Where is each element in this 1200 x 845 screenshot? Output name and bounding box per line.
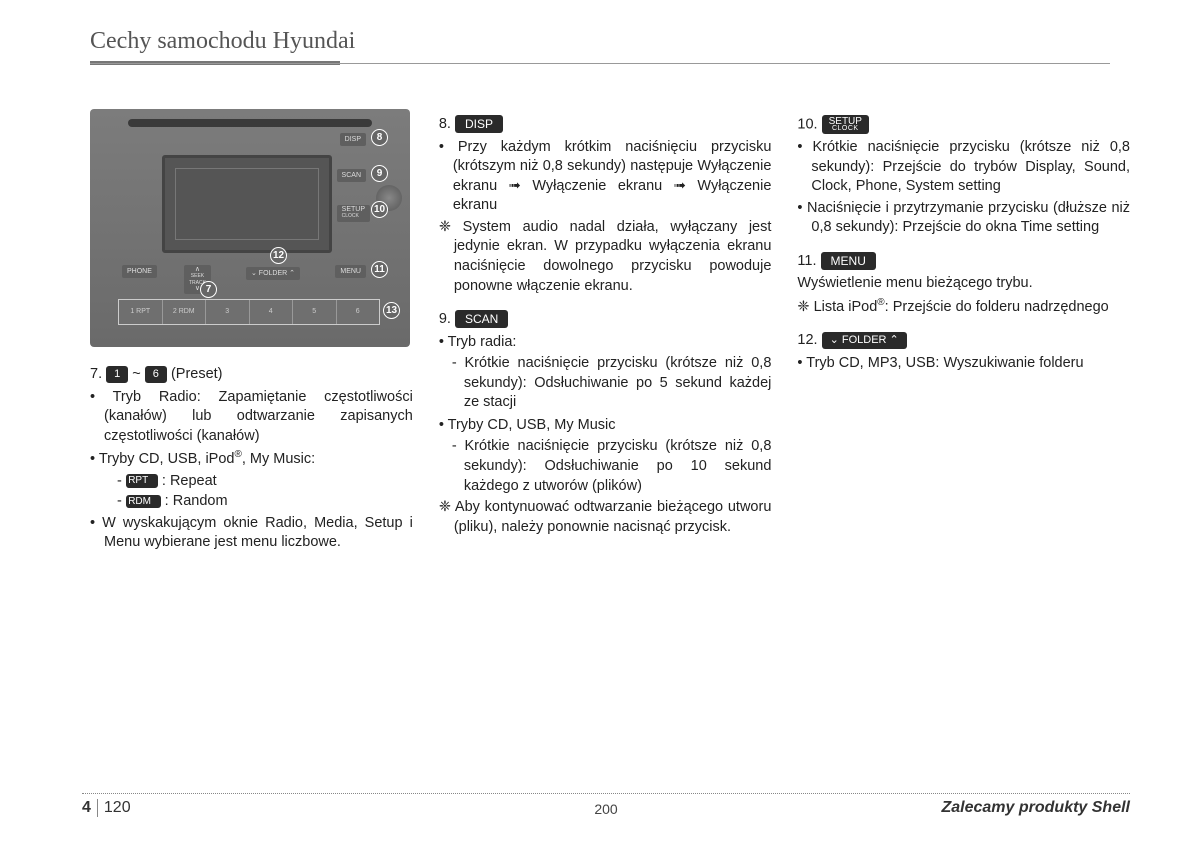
- radio-btn-phone: PHONE: [122, 265, 157, 278]
- item-7: 7. 1 ~ 6 (Preset) Tryb Radio: Zapamiętan…: [90, 365, 413, 553]
- item-7-b1: Tryb Radio: Zapamiętanie częstotliwości …: [90, 388, 413, 447]
- item-10-b2: Naciśnięcie i przytrzymanie przycisku (d…: [797, 199, 1130, 238]
- content-row: DISP SCAN SETUPCLOCK MENU PHONE ∧SEEKTRA…: [0, 65, 1200, 553]
- preset-6-label: 6: [145, 366, 167, 383]
- scan-label: SCAN: [455, 310, 508, 328]
- item-12-b1: Tryb CD, MP3, USB: Wyszukiwanie folderu: [797, 354, 1130, 374]
- item-9-note: Aby kontynuować odtwarzanie bie­żącego u…: [439, 498, 772, 537]
- item-11-note: Lista iPod®: Przejście do folderu nadrzę…: [797, 296, 1130, 317]
- callout-13: 13: [383, 302, 400, 319]
- item-7-b3: W wyskakującym oknie Radio, Media, Setup…: [90, 514, 413, 553]
- item-8-header: 8. DISP: [439, 115, 772, 135]
- item-8: 8. DISP Przy każdym krótkim naciśnięciu …: [439, 115, 772, 296]
- footer: 4 120 200 Zalecamy produkty Shell: [82, 793, 1130, 815]
- radio-image: DISP SCAN SETUPCLOCK MENU PHONE ∧SEEKTRA…: [90, 109, 410, 347]
- column-3: 10. SETUP CLOCK Krótkie naciśnięcie przy…: [797, 109, 1130, 553]
- callout-7: 7: [200, 281, 217, 298]
- item-10-header: 10. SETUP CLOCK: [797, 115, 1130, 135]
- radio-btn-menu: MENU: [335, 265, 366, 278]
- item-10: 10. SETUP CLOCK Krótkie naciśnięcie przy…: [797, 115, 1130, 238]
- item-9-d2: Krótkie naciśnięcie przycisku (krótsze n…: [452, 437, 772, 496]
- page-number-left: 4 120: [82, 799, 131, 817]
- item-10-b1: Krótkie naciśnięcie przycisku (krótsze n…: [797, 138, 1130, 197]
- disp-label: DISP: [455, 115, 503, 133]
- item-8-note: System audio nadal działa, wyłączany jes…: [439, 218, 772, 296]
- item-9-d1: Krótkie naciśnięcie przycisku (krótsze n…: [452, 354, 772, 413]
- item-9-b1: Tryb radia:: [439, 333, 772, 353]
- folder-label: ⌄ FOLDER ⌃: [822, 332, 907, 349]
- preset-row: 1 RPT 2 RDM 3 4 5 6: [118, 299, 380, 325]
- header-rule: [90, 63, 1110, 65]
- item-8-b1: Przy każdym krótkim naciśnięciu przycisk…: [439, 138, 772, 216]
- setup-clock-label: SETUP CLOCK: [822, 115, 869, 134]
- item-9-header: 9. SCAN: [439, 310, 772, 330]
- radio-btn-disp: DISP: [340, 133, 366, 146]
- radio-btn-setup: SETUPCLOCK: [337, 205, 370, 222]
- callout-11: 11: [371, 261, 388, 278]
- page-header: Cechy samochodu Hyundai: [0, 0, 1200, 63]
- column-1: DISP SCAN SETUPCLOCK MENU PHONE ∧SEEKTRA…: [90, 109, 413, 553]
- item-7-d2: 2 RDM : Random: [117, 492, 413, 512]
- item-7-d1: 1 RPT : Repeat: [117, 472, 413, 492]
- radio-btn-scan: SCAN: [337, 169, 366, 182]
- item-7-header: 7. 1 ~ 6 (Preset): [90, 365, 413, 385]
- callout-9: 9: [371, 165, 388, 182]
- footer-slogan: Zalecamy produkty Shell: [941, 799, 1130, 817]
- preset-1-label: 1: [106, 366, 128, 383]
- callout-8: 8: [371, 129, 388, 146]
- item-12: 12. ⌄ FOLDER ⌃ Tryb CD, MP3, USB: Wyszuk…: [797, 331, 1130, 373]
- page-number-center: 200: [594, 801, 617, 817]
- menu-label: MENU: [821, 252, 876, 270]
- item-11: 11. MENU Wyświetlenie menu bieżącego try…: [797, 252, 1130, 318]
- item-9-b2: Tryby CD, USB, My Music: [439, 416, 772, 436]
- item-9: 9. SCAN Tryb radia: Krótkie naciśnięcie …: [439, 310, 772, 537]
- header-title: Cechy samochodu Hyundai: [90, 28, 355, 55]
- item-12-header: 12. ⌄ FOLDER ⌃: [797, 331, 1130, 351]
- column-2: 8. DISP Przy każdym krótkim naciśnięciu …: [439, 109, 772, 553]
- item-11-p1: Wyświetlenie menu bieżącego trybu.: [797, 274, 1130, 294]
- callout-12: 12: [270, 247, 287, 264]
- radio-btn-folder: ⌄ FOLDER ⌃: [246, 267, 300, 280]
- callout-10: 10: [371, 201, 388, 218]
- item-7-b2: Tryby CD, USB, iPod®, My Music: 1 RPT : …: [90, 448, 413, 512]
- item-11-header: 11. MENU: [797, 252, 1130, 272]
